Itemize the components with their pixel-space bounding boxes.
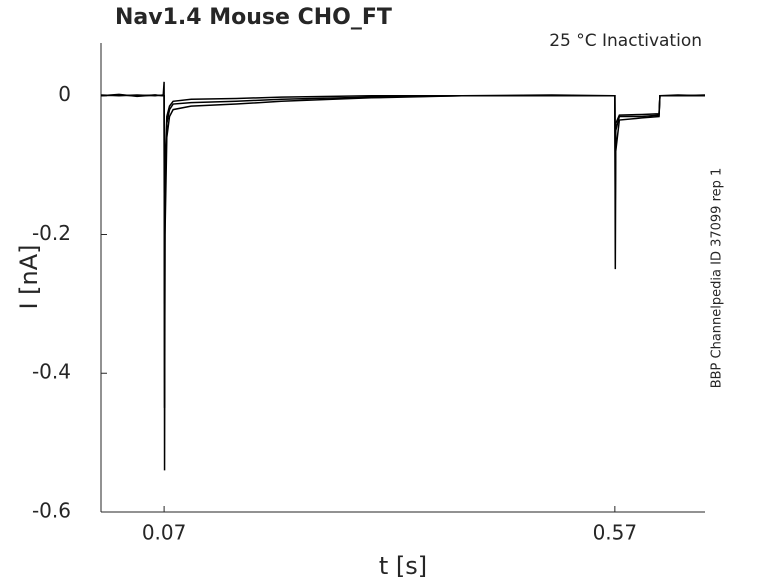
- annotation: 25 °C Inactivation: [549, 31, 702, 51]
- chart-title: Nav1.4 Mouse CHO_FT: [115, 5, 392, 30]
- trace: [100, 94, 706, 408]
- side-label: BBP Channelpedia ID 37099 rep 1: [710, 168, 725, 389]
- y-tick-label: -0.2: [32, 221, 71, 245]
- y-tick-label: -0.4: [32, 360, 71, 384]
- y-tick-label: 0: [58, 82, 71, 106]
- y-axis-label: I [nA]: [15, 244, 43, 309]
- trace: [100, 81, 706, 471]
- y-tick-label: -0.6: [32, 499, 71, 523]
- x-axis-label: t [s]: [379, 552, 427, 580]
- x-tick-label: 0.57: [593, 521, 638, 545]
- trace: [100, 94, 705, 304]
- x-tick-label: 0.07: [142, 521, 187, 545]
